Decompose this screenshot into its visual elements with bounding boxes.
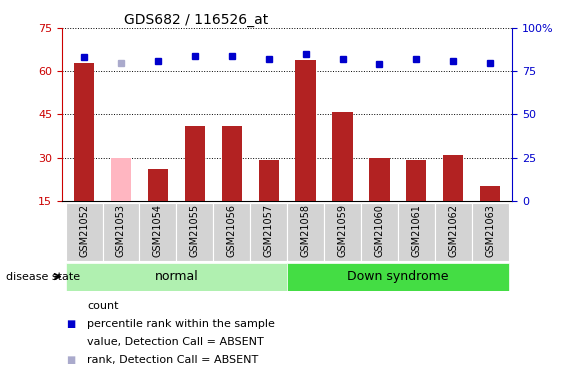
Bar [185,126,205,201]
Bar [102,202,140,261]
Bar [398,202,435,261]
Text: count: count [87,301,119,310]
Bar [324,202,361,261]
Bar [369,158,390,201]
Bar [222,126,242,201]
Text: GDS682 / 116526_at: GDS682 / 116526_at [124,13,268,27]
Text: GSM21058: GSM21058 [301,204,311,257]
Text: GSM21061: GSM21061 [412,204,421,257]
Bar [480,186,501,201]
Bar [287,262,508,291]
Bar [296,60,316,201]
Text: value, Detection Call = ABSENT: value, Detection Call = ABSENT [87,337,264,346]
Text: GSM21056: GSM21056 [227,204,237,257]
Bar [66,202,102,261]
Bar [287,202,324,261]
Text: rank, Detection Call = ABSENT: rank, Detection Call = ABSENT [87,355,258,364]
Text: GSM21057: GSM21057 [263,204,274,257]
Bar [361,202,398,261]
Text: GSM21063: GSM21063 [485,204,495,257]
Text: GSM21060: GSM21060 [374,204,385,257]
Bar [176,202,213,261]
Text: GSM21059: GSM21059 [337,204,347,257]
Text: normal: normal [154,270,198,283]
Bar [406,160,427,201]
Text: percentile rank within the sample: percentile rank within the sample [87,319,275,328]
Bar [74,63,94,201]
Bar [140,202,176,261]
Bar [258,160,279,201]
Text: GSM21052: GSM21052 [79,204,89,257]
Text: ■: ■ [66,319,75,328]
Text: GSM21062: GSM21062 [448,204,458,257]
Text: GSM21055: GSM21055 [190,204,200,257]
Text: GSM21054: GSM21054 [153,204,163,257]
Bar [213,202,250,261]
Bar [443,154,463,201]
Text: Down syndrome: Down syndrome [347,270,449,283]
Bar [332,111,352,201]
Text: GSM21053: GSM21053 [116,204,126,257]
Bar [148,169,168,201]
Bar [66,262,287,291]
Bar [250,202,287,261]
Bar [472,202,508,261]
Bar [111,158,131,201]
Text: disease state: disease state [6,272,80,282]
Text: ■: ■ [66,355,75,364]
Bar [435,202,472,261]
